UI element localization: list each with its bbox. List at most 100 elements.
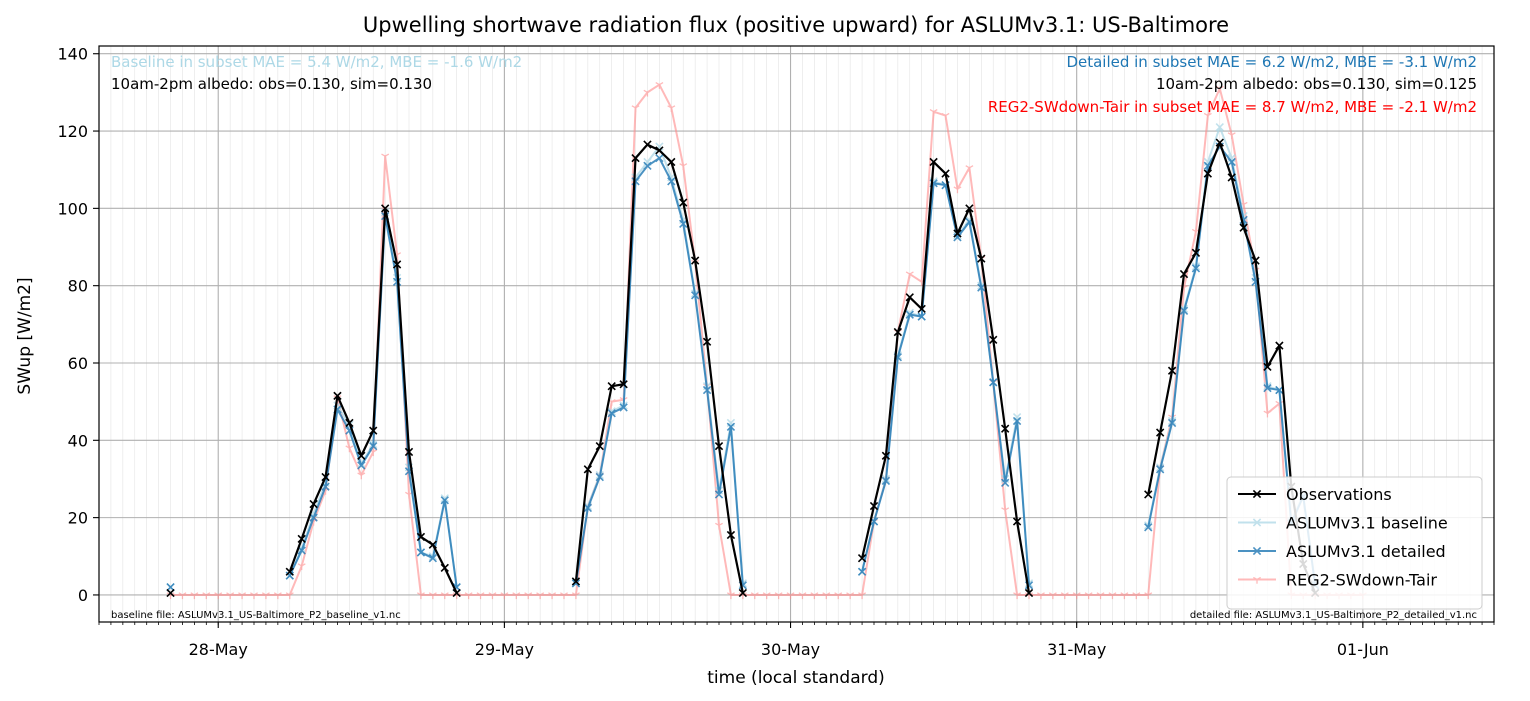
data-point (202, 592, 211, 600)
data-point (571, 592, 580, 600)
data-point (333, 391, 342, 401)
data-point (905, 293, 914, 302)
detailed-metrics-annotation: Detailed in subset MAE = 6.2 W/m2, MBE =… (1066, 53, 1477, 71)
data-point (285, 592, 294, 600)
data-point (571, 577, 581, 586)
data-point (1263, 362, 1272, 372)
data-point (1024, 588, 1034, 598)
reg2-metrics-annotation: REG2-SWdown-Tair in subset MAE = 8.7 W/m… (988, 98, 1477, 116)
legend-box (1226, 476, 1483, 610)
data-point (452, 588, 461, 598)
data-point (1179, 306, 1189, 315)
chart-title: Upwelling shortwave radiation flux (posi… (363, 13, 1229, 37)
legend: Observations ASLUMv3.1 baseline ASLUMv3.1 … (1226, 476, 1483, 610)
series-aslumv3-1-detailed (166, 142, 1320, 592)
data-point (941, 169, 950, 178)
data-point (1251, 256, 1260, 265)
data-point (881, 451, 891, 460)
x-tick-label: 31-May (1047, 640, 1106, 659)
data-point (965, 204, 974, 213)
data-point (1012, 416, 1022, 426)
plot-frame (98, 45, 1495, 623)
data-point (392, 260, 402, 269)
legend-label: ASLUMv3.1 baseline (1286, 514, 1448, 533)
data-point (798, 592, 807, 600)
data-point (655, 146, 664, 155)
y-tick-label: 60 (68, 354, 88, 373)
data-point (440, 563, 449, 573)
legend-item: ASLUMv3.1 detailed (1238, 542, 1446, 561)
data-point (1203, 169, 1213, 178)
y-tick-label: 120 (57, 122, 88, 141)
series-layer (166, 81, 1367, 600)
legend-item: REG2-SWdown-Tair (1238, 571, 1437, 590)
data-point (226, 592, 235, 600)
data-point (1048, 592, 1057, 600)
data-point (428, 540, 438, 549)
x-axis-label: time (local standard) (707, 668, 885, 688)
data-point (1215, 138, 1224, 147)
data-point (667, 177, 676, 186)
data-point (1013, 592, 1022, 600)
data-point (941, 112, 950, 120)
data-point (1144, 592, 1153, 600)
data-point (583, 503, 593, 513)
data-point (1167, 418, 1177, 428)
data-point (440, 494, 449, 503)
baseline-metrics-annotation: Baseline in subset MAE = 5.4 W/m2, MBE =… (111, 53, 522, 71)
data-point (690, 291, 700, 300)
data-point (392, 277, 402, 286)
data-point (381, 153, 390, 161)
data-point (643, 89, 652, 97)
detailed-file-annotation: detailed file: ASLUMv3.1_US-Baltimore_P2… (1190, 610, 1477, 621)
data-point (309, 513, 318, 522)
data-point (953, 229, 962, 238)
data-point (905, 271, 914, 279)
y-tick-label: 20 (68, 509, 88, 528)
data-point (1084, 592, 1093, 600)
data-point (917, 304, 926, 314)
data-point (285, 567, 294, 576)
data-point (464, 592, 473, 600)
data-point (273, 592, 282, 600)
data-point (560, 592, 568, 600)
data-point (369, 426, 378, 435)
data-point (357, 461, 366, 470)
data-point (655, 81, 664, 89)
data-point (536, 592, 545, 600)
data-point (726, 422, 736, 431)
data-point (214, 592, 223, 600)
data-point (750, 592, 759, 600)
data-point (357, 472, 366, 480)
data-point (357, 451, 366, 460)
legend-label: ASLUMv3.1 detailed (1286, 542, 1446, 561)
data-point (1191, 264, 1201, 273)
data-point (607, 382, 616, 391)
data-point (1227, 132, 1236, 140)
x-tick-label: 01-Jun (1337, 640, 1389, 659)
data-point (929, 109, 938, 116)
data-point (1096, 592, 1105, 600)
data-point (1203, 112, 1212, 120)
data-point (500, 592, 509, 600)
data-point (428, 592, 437, 600)
data-point (595, 472, 604, 482)
data-point (1000, 478, 1010, 487)
data-point (619, 380, 628, 389)
data-point (643, 161, 652, 171)
data-point (1000, 424, 1010, 433)
legend-swatch (1238, 518, 1276, 527)
data-point (786, 592, 795, 600)
data-point (1179, 269, 1189, 279)
data-point (714, 490, 724, 499)
data-point (1275, 341, 1284, 350)
data-point (667, 105, 676, 113)
x-tick-label: 29-May (475, 640, 534, 659)
data-point (440, 592, 449, 600)
data-point (953, 186, 962, 194)
legend-label: REG2-SWdown-Tair (1286, 571, 1437, 590)
legend-item: ASLUMv3.1 baseline (1238, 514, 1448, 533)
data-point (166, 588, 175, 598)
data-point (1275, 385, 1284, 395)
minor-grid (98, 46, 1495, 622)
